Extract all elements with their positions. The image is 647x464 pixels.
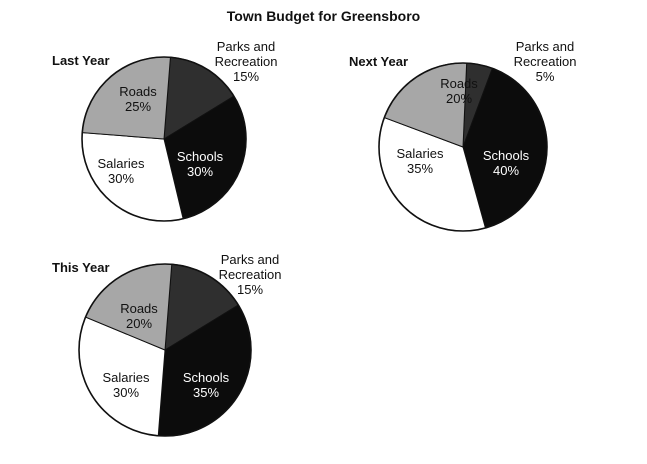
slice-label-schools: Schools 30% xyxy=(177,149,224,179)
slice-label-schools: Schools 40% xyxy=(483,148,530,178)
pie-chart-last-year: Last Year Parks and Recreation 15% Schools 30… xyxy=(52,39,278,222)
slice-label-schools: Schools 35% xyxy=(183,370,230,400)
pie-outline xyxy=(378,62,548,232)
slice-label-parks-and-recreation: Parks and Recreation 15% xyxy=(219,252,282,297)
chart-title: Next Year xyxy=(349,54,408,69)
chart-title: This Year xyxy=(52,260,110,275)
slice-label-salaries: Salaries 30% xyxy=(103,370,150,400)
slice-label-roads: Roads 20% xyxy=(120,301,158,331)
pie-chart-next-year: Next Year Parks and Recreation 5% Schools 40%… xyxy=(349,39,577,232)
pie-outline xyxy=(78,263,252,437)
pie-outline xyxy=(81,56,247,222)
pie-chart-this-year: This Year Parks and Recreation 15% Schools 35… xyxy=(52,252,282,437)
slice-label-roads: Roads 20% xyxy=(440,76,478,106)
slice-label-parks-and-recreation: Parks and Recreation 15% xyxy=(215,39,278,84)
slice-label-salaries: Salaries 35% xyxy=(397,146,444,176)
chart-title: Last Year xyxy=(52,53,110,68)
slice-label-salaries: Salaries 30% xyxy=(98,156,145,186)
slice-label-parks-and-recreation: Parks and Recreation 5% xyxy=(514,39,577,84)
figure-title: Town Budget for Greensboro xyxy=(226,8,421,24)
slice-label-roads: Roads 25% xyxy=(119,84,157,114)
